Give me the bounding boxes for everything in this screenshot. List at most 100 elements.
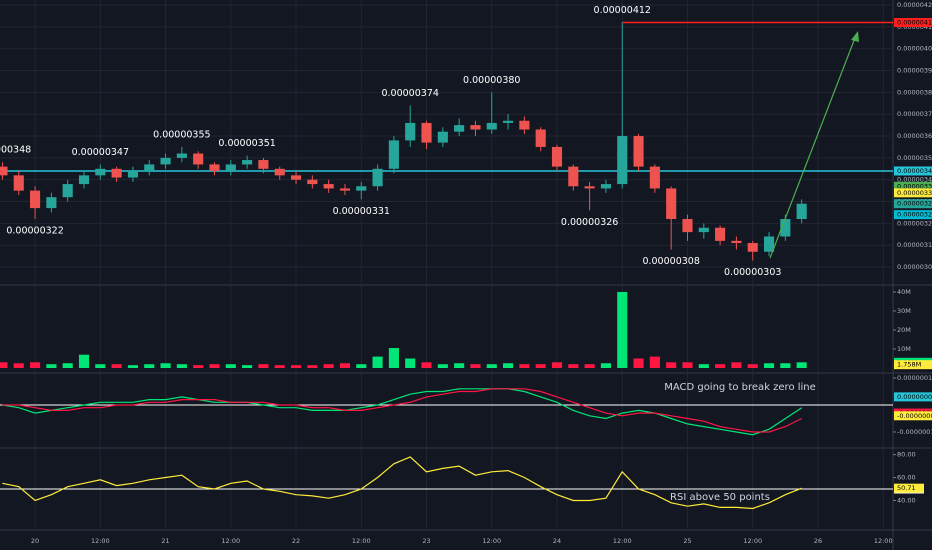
volume-bar: [519, 364, 530, 369]
candle-body: [144, 164, 155, 171]
volume-bar: [62, 363, 73, 369]
rsi-last-label: 50.71: [897, 484, 916, 492]
candle-body: [339, 188, 351, 191]
volume-bar: [454, 363, 465, 369]
candle-body: [127, 170, 138, 178]
volume-bar: [46, 364, 57, 369]
volume-bar: [470, 364, 481, 369]
x-tick-label: 12:00: [91, 537, 110, 545]
price-tag: [894, 360, 932, 370]
y-tick-label: 0.00000010: [897, 374, 932, 382]
price-annotation: 0.00000326: [561, 217, 618, 228]
volume-bar: [731, 362, 742, 369]
x-tick-label: 12:00: [874, 537, 893, 545]
x-tick-label: 26: [814, 537, 822, 545]
volume-bar: [193, 365, 204, 369]
price-annotation: 0.00000308: [642, 256, 699, 267]
candle-body: [62, 184, 73, 198]
y-tick-label: 40.00: [897, 496, 916, 504]
volume-bar: [633, 358, 644, 369]
rsi-note: RSI above 50 points: [670, 492, 770, 503]
volume-bar: [617, 291, 628, 369]
volume-bar: [144, 364, 155, 369]
y-tick-label: 40M: [897, 288, 911, 296]
candle-body: [617, 136, 628, 185]
volume-bar: [535, 364, 546, 369]
volume-bar: [78, 354, 90, 369]
volume-bar: [568, 364, 579, 369]
y-tick-label: 60.00: [897, 474, 916, 482]
volume-bar: [682, 362, 693, 369]
candle-body: [584, 186, 595, 189]
volume-bar: [290, 365, 302, 369]
candle-body: [649, 166, 660, 189]
price-tag: [894, 210, 932, 220]
candle-body: [193, 153, 204, 165]
volume-bar: [666, 362, 677, 369]
x-tick-label: 12:00: [221, 537, 240, 545]
price-tag: [894, 17, 932, 27]
candle-body: [535, 129, 546, 147]
rsi-line: [2, 456, 802, 510]
x-tick-label: 12:00: [352, 537, 371, 545]
candle-body: [682, 219, 693, 233]
price-tag-label: 0.00000329: [897, 200, 932, 208]
volume-bar: [176, 364, 187, 369]
x-tick-label: 22: [292, 537, 300, 545]
volume-bar: [486, 364, 497, 369]
price-tag: [894, 199, 932, 209]
candle-body: [454, 125, 465, 132]
y-tick-label: 10M: [897, 345, 911, 353]
price-tag-label: 0.00000337: [897, 182, 932, 190]
price-tag-label: 0.00000344: [897, 167, 932, 175]
candle-body: [258, 160, 269, 169]
candle-body: [600, 184, 611, 189]
volume-bar: [584, 364, 595, 369]
candle-body: [225, 164, 236, 171]
macd-line: [2, 388, 803, 436]
x-tick-label: 12:00: [482, 537, 501, 545]
candle-body: [551, 146, 563, 167]
price-annotation: 0.00000380: [463, 75, 520, 86]
candle-body: [78, 175, 90, 185]
volume-bar: [780, 363, 791, 369]
volume-bar: [0, 362, 8, 369]
volume-bar: [127, 365, 138, 369]
price-tag: [894, 392, 932, 402]
x-tick-label: 12:00: [613, 537, 632, 545]
candle-body: [0, 166, 8, 176]
candle-body: [274, 168, 285, 176]
candle-body: [731, 240, 742, 244]
price-annotation: 0.00000351: [218, 138, 275, 149]
candle-body: [46, 197, 57, 209]
y-tick-label: 30M: [897, 307, 911, 315]
x-tick-label: 12:00: [743, 537, 762, 545]
price-tag: [894, 166, 932, 176]
candle-body: [388, 140, 399, 169]
price-annotation: 0.00000374: [381, 88, 438, 99]
volume-bar: [339, 363, 351, 369]
candle-body: [111, 168, 122, 178]
candle-body: [568, 166, 579, 187]
candle-body: [356, 186, 367, 191]
price-annotation: 0.00000331: [333, 206, 390, 217]
volume-bar: [649, 356, 660, 369]
arrow-head: [851, 31, 859, 42]
candle-body: [405, 122, 416, 141]
volume-bar: [503, 363, 514, 369]
candle-body: [437, 131, 448, 143]
candle-body: [780, 219, 791, 237]
y-tick-label: 0.00000380: [897, 88, 932, 96]
x-tick-label: 21: [161, 537, 169, 545]
candle-body: [307, 179, 318, 185]
x-tick-label: 20: [31, 537, 39, 545]
volume-bar: [307, 365, 318, 369]
y-tick-label: 0.00000300: [897, 263, 932, 271]
